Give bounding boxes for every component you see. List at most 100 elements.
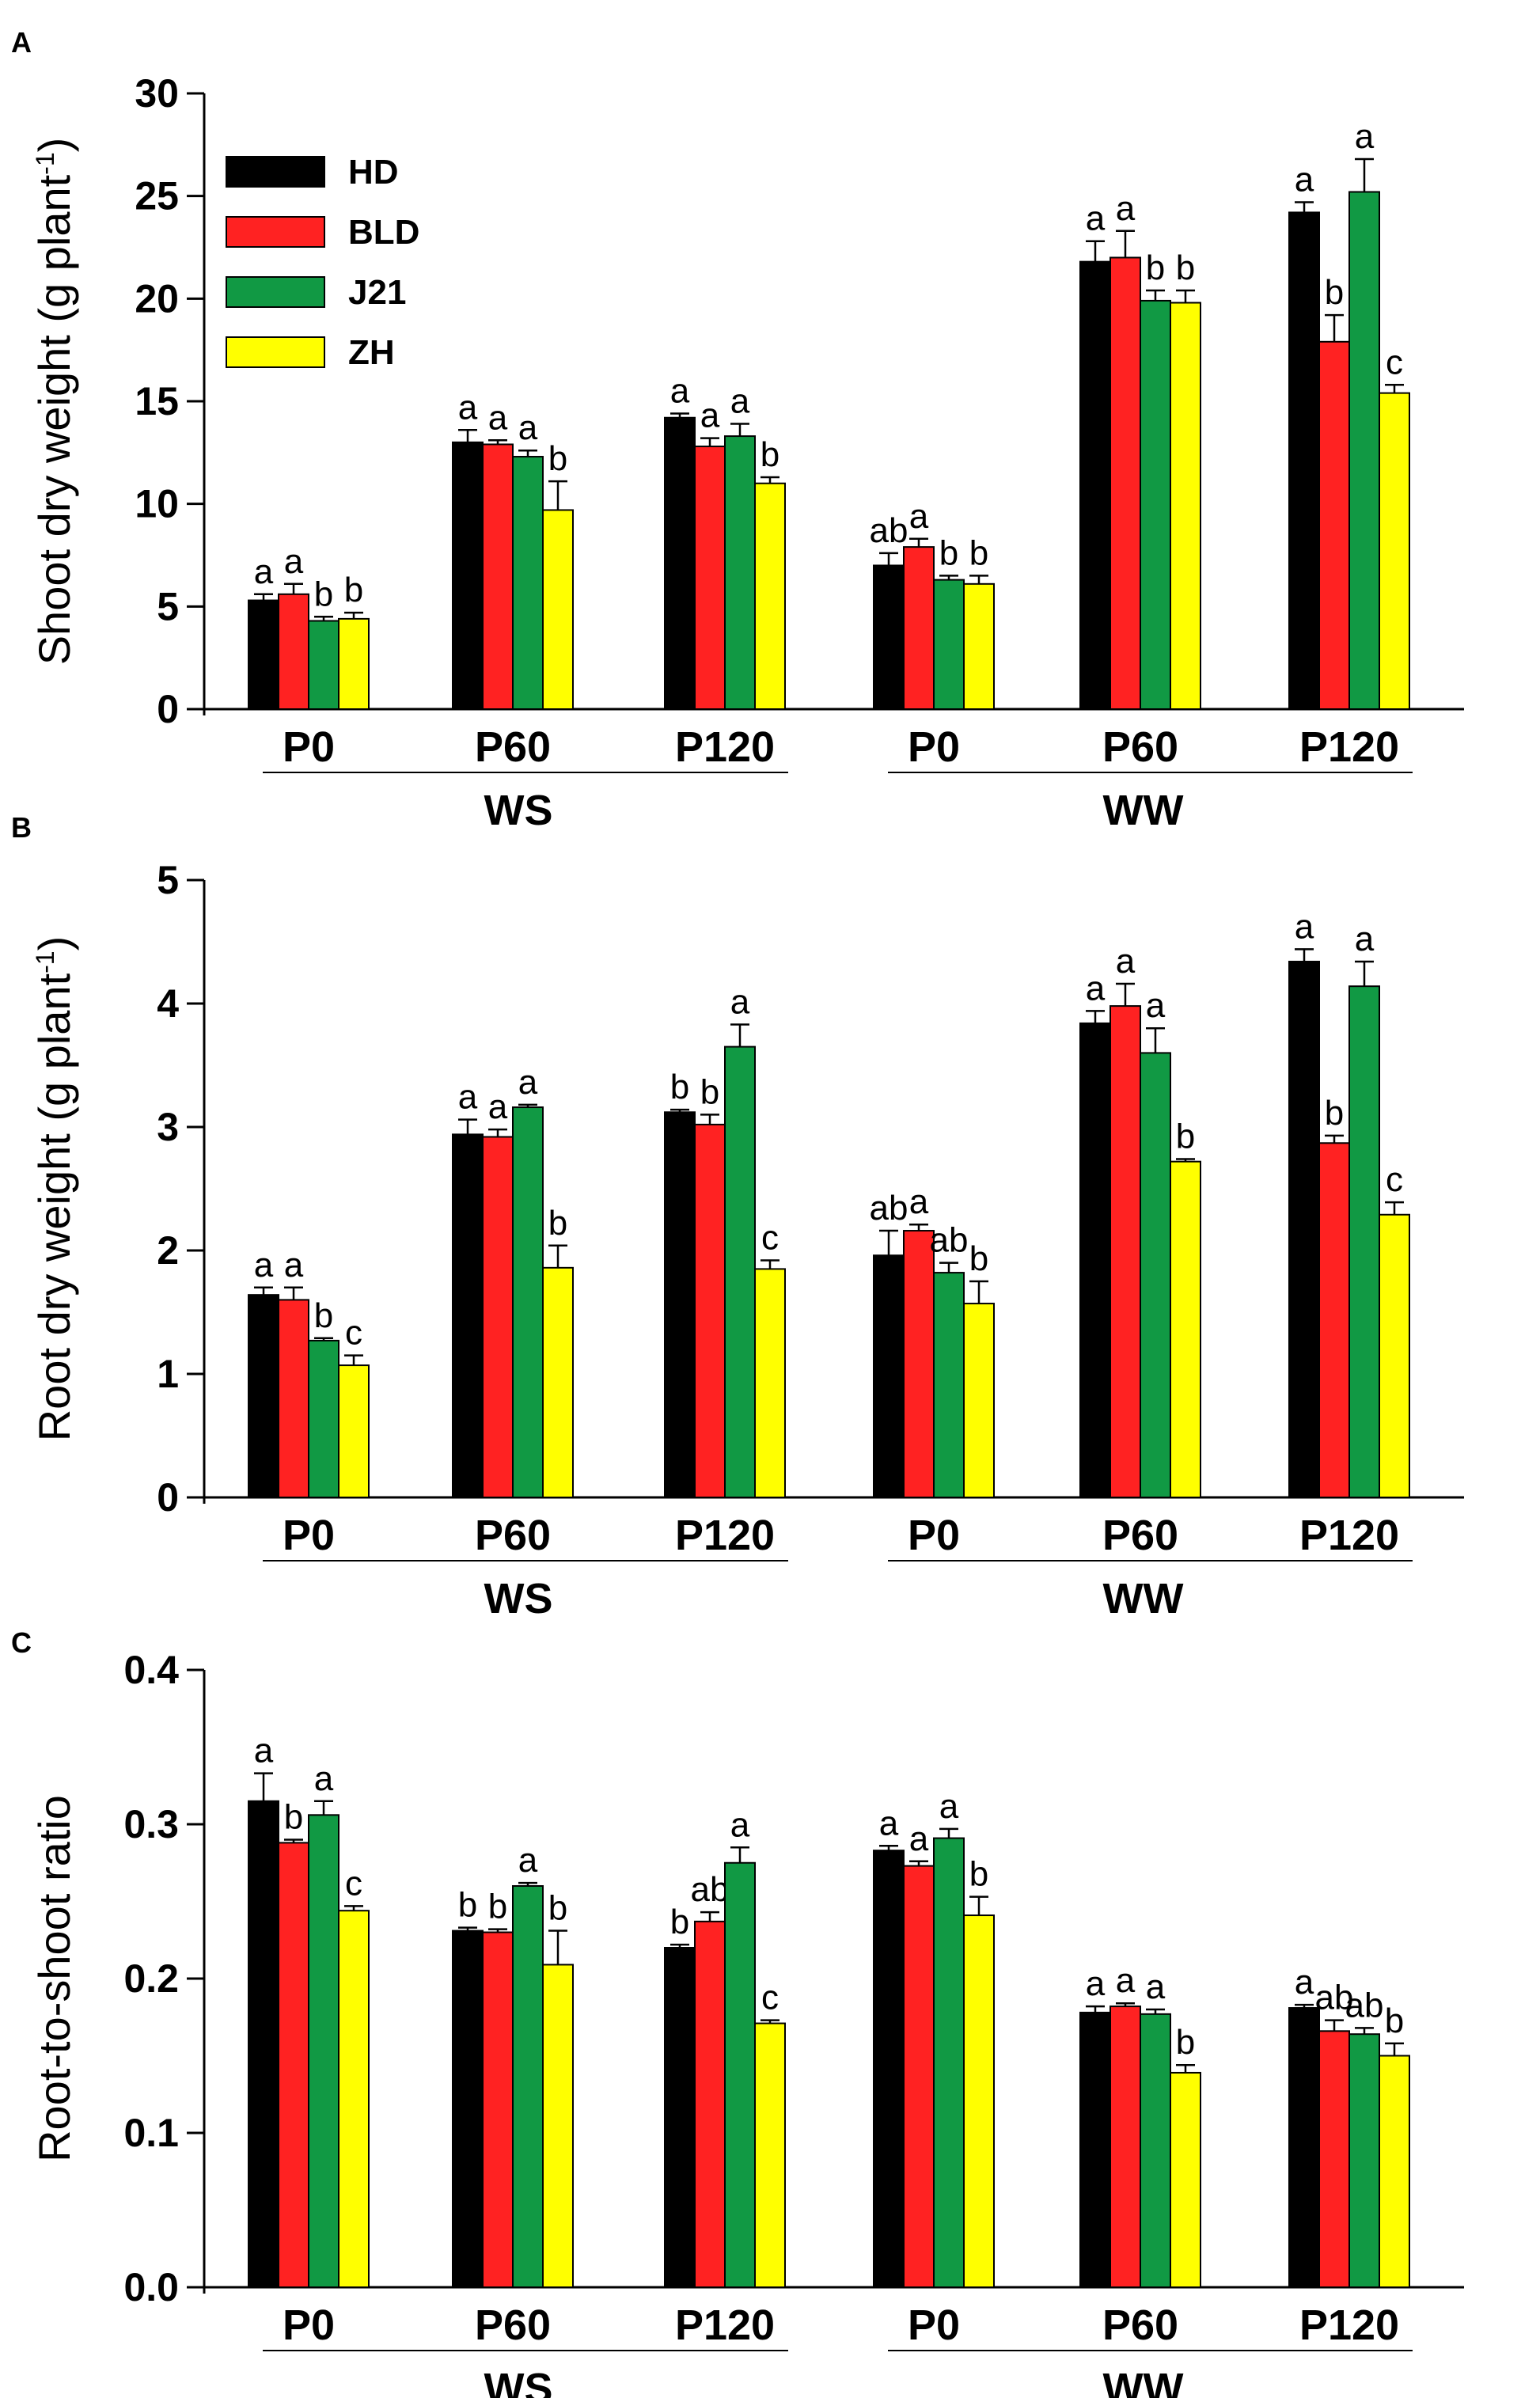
- significance-label: a: [909, 1182, 929, 1221]
- series-zh: c b c b b c: [338, 1118, 1410, 1499]
- significance-label: b: [761, 435, 779, 474]
- bar-hd: [664, 1111, 696, 1499]
- significance-label: b: [670, 1903, 689, 1941]
- bar-hd: [248, 1800, 279, 2288]
- significance-label: b: [488, 1888, 507, 1926]
- y-tick-label: 30: [135, 71, 179, 116]
- significance-label: a: [1146, 986, 1166, 1025]
- bar-zh: [1379, 2055, 1410, 2288]
- significance-label: a: [939, 1787, 959, 1826]
- y-axis-label-main: Root dry weight (g plant: [29, 973, 79, 1441]
- significance-label: b: [969, 533, 988, 572]
- significance-label: b: [1146, 249, 1165, 287]
- bar-j21: [724, 435, 756, 710]
- bar-bld: [278, 1842, 309, 2288]
- y-axis-label-superscript: -1: [31, 951, 59, 973]
- significance-label: a: [458, 1078, 478, 1117]
- group-label: WW: [1103, 1575, 1184, 1622]
- bar-hd: [873, 1254, 905, 1498]
- bar-j21: [308, 1339, 339, 1498]
- significance-label: a: [518, 1841, 538, 1880]
- significance-label: b: [969, 1239, 988, 1278]
- bar-bld: [482, 1931, 514, 2288]
- bar-hd: [1079, 2011, 1111, 2288]
- panel-a: A 0 5 10 15 20 25 30 Shoot dry weight (g plant-1…: [11, 26, 1464, 834]
- significance-label: b: [1325, 273, 1344, 312]
- significance-label: b: [939, 533, 958, 572]
- significance-label: a: [1086, 969, 1106, 1007]
- significance-label: b: [700, 1072, 719, 1111]
- significance-label: c: [1386, 1160, 1403, 1199]
- significance-label: a: [518, 408, 538, 447]
- bar-zh: [338, 617, 370, 710]
- x-category-label: P60: [475, 723, 551, 771]
- significance-label: a: [1295, 907, 1314, 946]
- legend-swatch-zh: [226, 336, 325, 368]
- bar-hd: [248, 599, 279, 711]
- bar-bld: [694, 446, 726, 710]
- y-tick-label: 3: [157, 1105, 179, 1149]
- significance-label: a: [1355, 117, 1375, 156]
- y-tick-label: 0.4: [123, 1648, 179, 1692]
- y-tick-label: 0.2: [123, 1956, 179, 2001]
- significance-label: a: [488, 1087, 508, 1126]
- significance-label: ab: [870, 511, 908, 550]
- significance-label: a: [1116, 189, 1136, 228]
- legend-swatch-hd: [226, 156, 325, 188]
- panel-letter: C: [11, 1626, 32, 1659]
- bar-zh: [1379, 1213, 1410, 1498]
- significance-label: a: [1116, 1961, 1136, 2000]
- significance-label: a: [1086, 1964, 1106, 2003]
- x-category-label: P0: [908, 2301, 960, 2349]
- bar-j21: [308, 1814, 339, 2289]
- y-tick-label: 1: [157, 1352, 179, 1396]
- significance-label: a: [1116, 942, 1136, 981]
- significance-label: a: [254, 552, 274, 591]
- significance-label: b: [1176, 249, 1195, 287]
- x-category-label: P120: [1299, 2301, 1399, 2349]
- x-category-label: P0: [908, 1512, 960, 1559]
- significance-label: c: [345, 1314, 362, 1353]
- bar-bld: [1318, 2030, 1350, 2289]
- bar-bld: [278, 1299, 309, 1499]
- x-category-label: P120: [675, 1512, 775, 1559]
- significance-label: b: [1325, 1094, 1344, 1133]
- bar-j21: [933, 579, 965, 710]
- bar-zh: [754, 2022, 786, 2289]
- significance-label: a: [730, 983, 750, 1022]
- bar-hd: [1079, 1022, 1111, 1498]
- bar-j21: [1140, 2013, 1171, 2289]
- y-tick-label: 2: [157, 1228, 179, 1273]
- significance-label: a: [1355, 920, 1375, 958]
- y-tick-label: 25: [135, 174, 179, 218]
- x-category-label: P0: [283, 1512, 335, 1559]
- bar-j21: [933, 1272, 965, 1498]
- x-category-label: P120: [1299, 723, 1399, 771]
- group-label: WS: [484, 787, 553, 834]
- x-category-label: P0: [283, 723, 335, 771]
- significance-label: a: [909, 497, 929, 536]
- y-tick-label: 0.3: [123, 1802, 179, 1846]
- bar-zh: [542, 509, 574, 710]
- bar-hd: [664, 416, 696, 710]
- bar-zh: [1170, 302, 1201, 710]
- significance-label: a: [730, 382, 750, 421]
- significance-label: a: [1086, 199, 1106, 238]
- y-tick-label: 0: [157, 1475, 179, 1520]
- bar-hd: [452, 1133, 484, 1498]
- bar-hd: [1288, 211, 1320, 710]
- bar-hd: [452, 1930, 484, 2289]
- bar-bld: [1109, 256, 1141, 710]
- significance-label: a: [314, 1759, 334, 1798]
- bar-bld: [1318, 1142, 1350, 1499]
- significance-label: ab: [1345, 1986, 1384, 2024]
- series-hd: ab baa a: [248, 1732, 1320, 2289]
- significance-label: b: [670, 1068, 689, 1106]
- bar-bld: [278, 593, 309, 710]
